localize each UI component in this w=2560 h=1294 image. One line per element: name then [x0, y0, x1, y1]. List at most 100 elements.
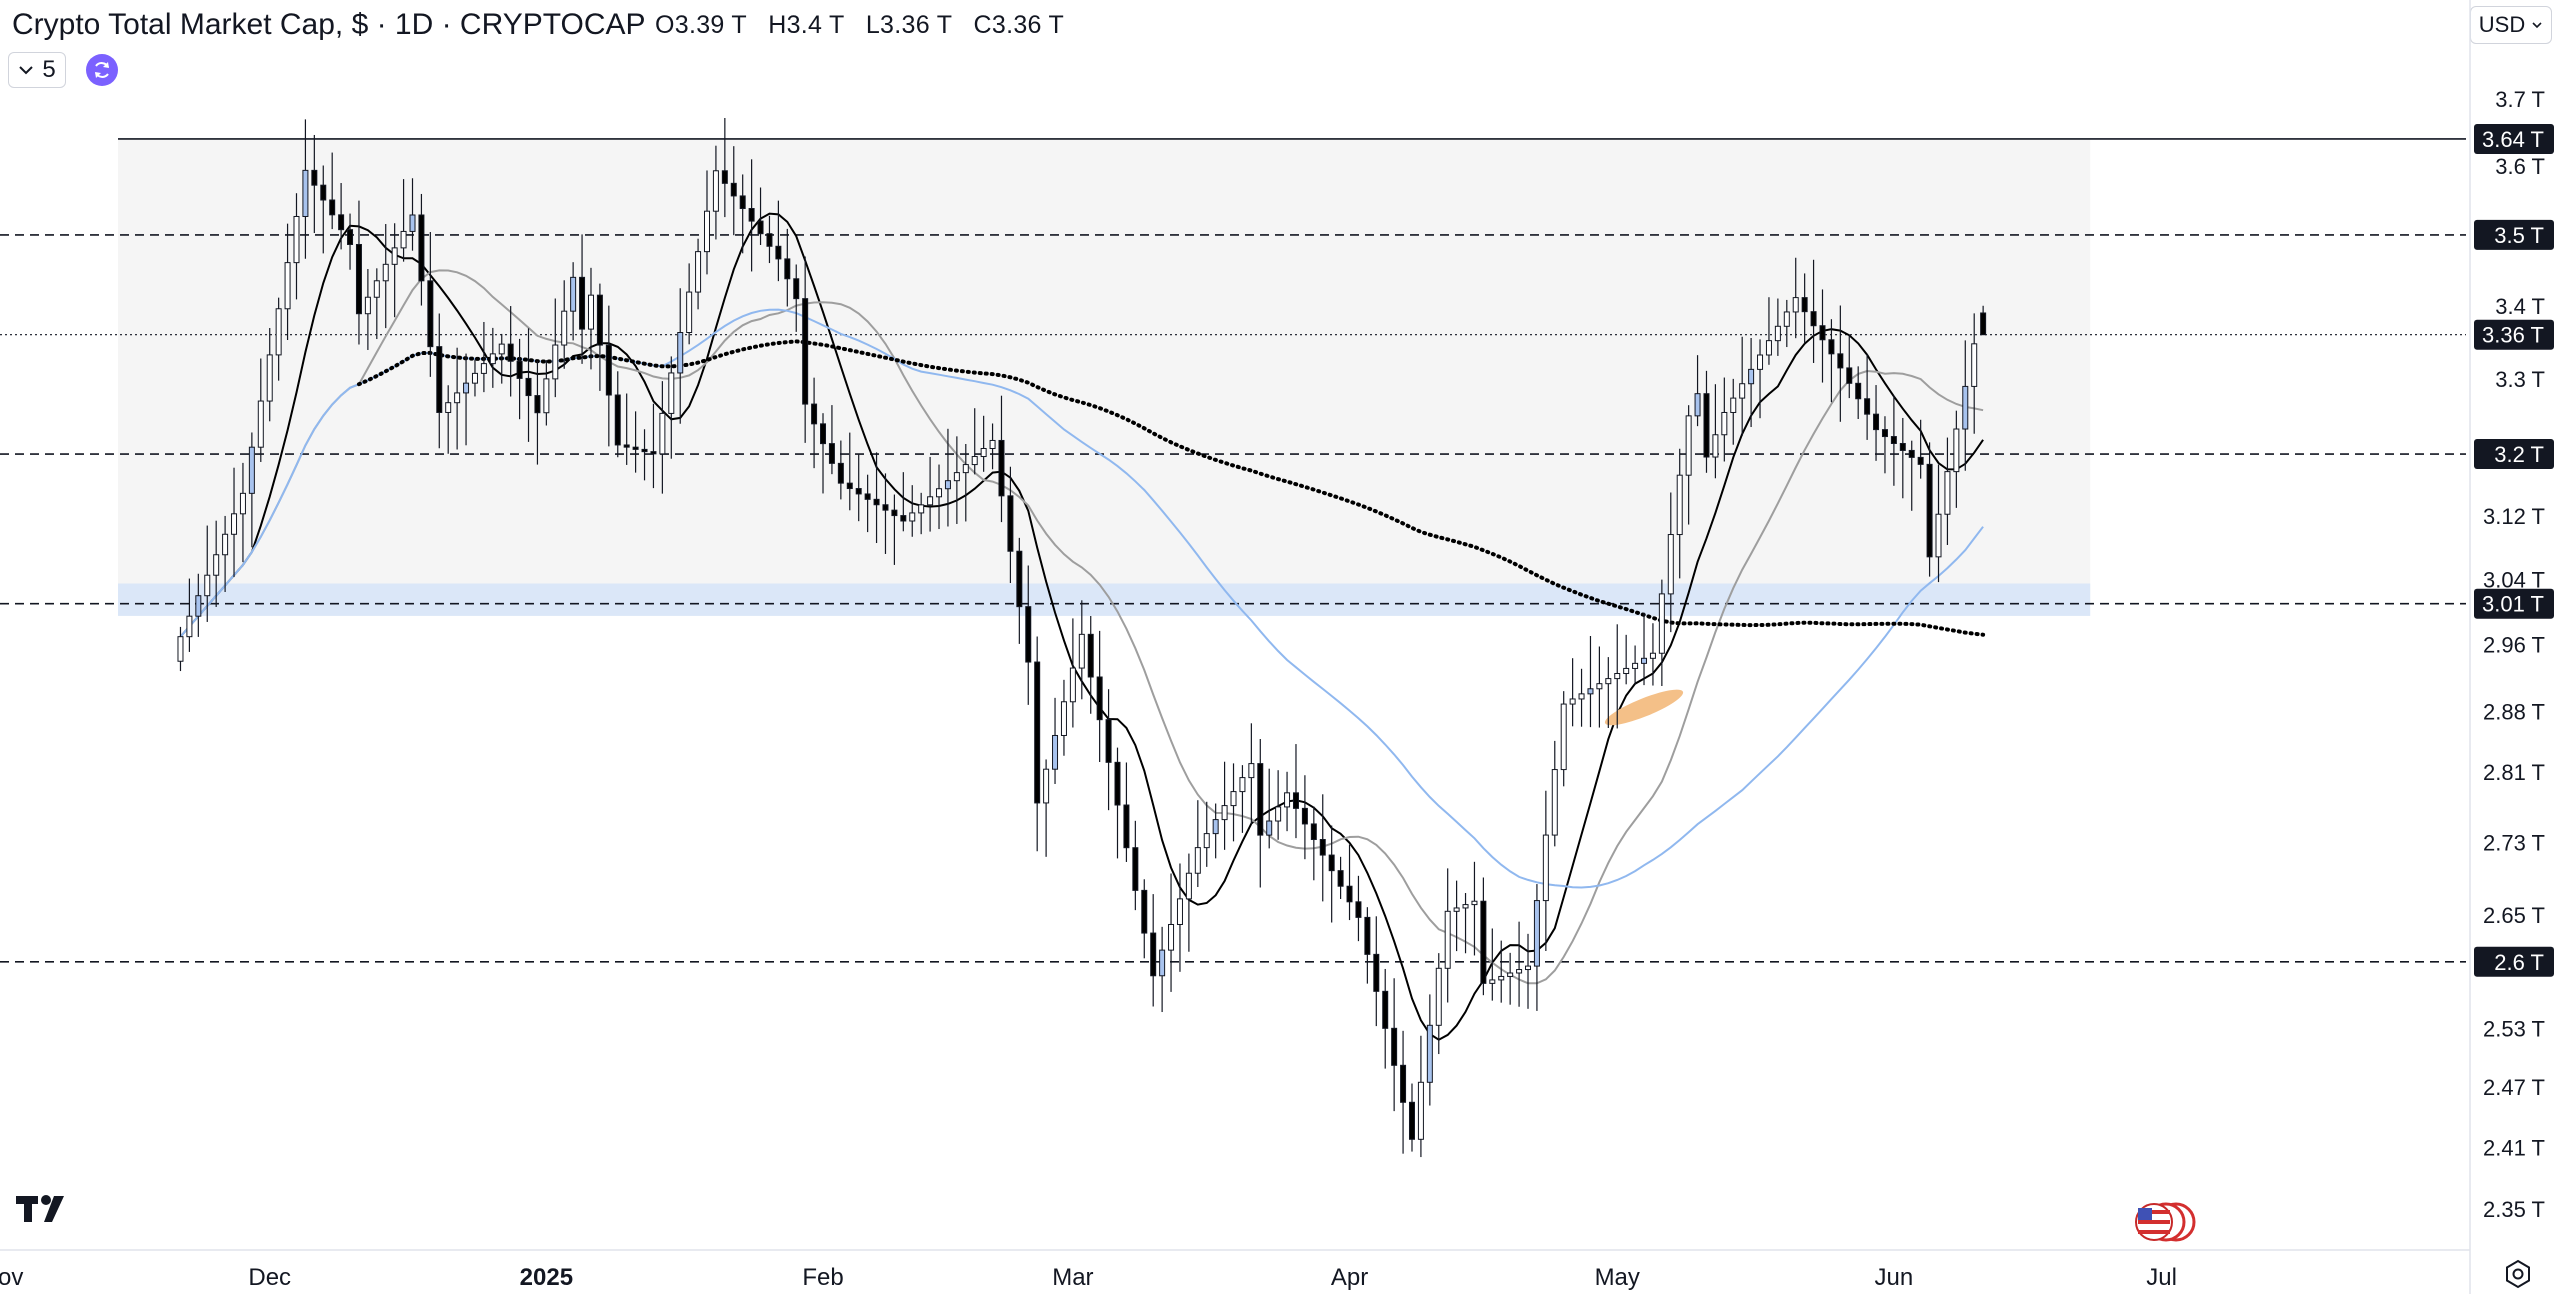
candle-body — [1328, 854, 1335, 872]
candle-body — [784, 258, 791, 280]
candle-body — [1837, 353, 1844, 369]
candle-body — [820, 423, 827, 445]
candle-body — [382, 263, 389, 282]
candle-body — [1123, 804, 1130, 849]
candle-body — [953, 472, 960, 482]
candle-body — [1417, 1081, 1424, 1140]
candle-body — [873, 498, 880, 506]
candle-body — [936, 488, 943, 498]
candle-body — [695, 251, 702, 293]
candle-body — [338, 214, 345, 231]
candle-body — [1194, 847, 1201, 874]
ohlc-high: H3.4 T — [768, 11, 845, 39]
candle-body — [1257, 763, 1264, 836]
candle-body — [1284, 792, 1291, 808]
candle-body — [320, 184, 327, 201]
candle-body — [1801, 297, 1808, 313]
candle-body — [427, 280, 434, 348]
candle-body — [1953, 428, 1960, 473]
candle-body — [436, 346, 443, 413]
refresh-icon[interactable] — [86, 54, 118, 86]
candle-body — [1355, 901, 1362, 918]
candle-body — [1596, 683, 1603, 690]
candle-body — [552, 344, 559, 380]
candle-body — [1533, 900, 1540, 967]
candle-body — [1373, 953, 1380, 992]
candle-body — [1757, 354, 1764, 370]
candle-body — [1248, 763, 1255, 779]
candle-body — [570, 276, 577, 312]
candle-body — [534, 395, 541, 414]
candle-body — [1275, 806, 1282, 822]
highlight-mark — [1604, 689, 1684, 726]
candle-body — [561, 310, 568, 346]
settings-icon[interactable] — [2502, 1258, 2534, 1290]
candle-body — [266, 354, 273, 402]
candle-body — [1212, 819, 1219, 835]
price-tick-label: 3.3 T — [2495, 367, 2545, 392]
candle-body — [650, 451, 657, 455]
candle-body — [927, 496, 934, 506]
candle-body — [1266, 820, 1273, 836]
candle-body — [1721, 411, 1728, 436]
candle-body — [409, 214, 416, 232]
candle-body — [257, 400, 264, 448]
candle-body — [1453, 907, 1460, 912]
candle-body — [1337, 870, 1344, 887]
candle-body — [204, 574, 211, 597]
candle-body — [721, 170, 728, 184]
candle-body — [587, 294, 594, 330]
currency-select[interactable]: USD — [2470, 6, 2552, 44]
chart-header: Crypto Total Market Cap, $ · 1D · CRYPTO… — [0, 0, 2460, 52]
candle-body — [507, 343, 514, 362]
candle-body — [989, 439, 996, 449]
ohlc-readout: O3.39 T H3.4 T L3.36 T C3.36 T — [655, 11, 1078, 40]
candle-body — [1605, 678, 1612, 685]
indicators-toggle-button[interactable]: 5 — [8, 52, 66, 88]
candle-body — [828, 443, 835, 464]
candle-body — [480, 363, 487, 374]
candle-body — [730, 182, 737, 197]
price-tag-label: 3.36 T — [2482, 323, 2544, 348]
symbol-title[interactable]: Crypto Total Market Cap, $ · 1D · CRYPTO… — [12, 8, 646, 41]
candle-body — [1819, 325, 1826, 341]
price-tick-label: 3.7 T — [2495, 87, 2545, 112]
candle-body — [748, 208, 755, 222]
price-tag — [2474, 946, 2554, 977]
price-tag-label: 3.64 T — [2482, 127, 2544, 152]
candle-body — [1587, 688, 1594, 695]
candle-body — [1346, 885, 1353, 903]
candle-body — [1614, 673, 1621, 680]
candle-body — [686, 291, 693, 334]
indicator-count: 5 — [42, 56, 56, 83]
candle-body — [311, 169, 318, 186]
candle-body — [1783, 311, 1790, 327]
ohlc-close: C3.36 T — [973, 11, 1065, 39]
candle-body — [525, 377, 532, 397]
price-axis[interactable]: 3.7 T 3.6 T 3.4 T 3.3 T 3.12 T 3.04 T 2.96 T 2.… — [2469, 0, 2545, 1294]
time-tick-label: Apr — [1331, 1264, 1368, 1291]
candle-body — [195, 595, 202, 617]
candle-body — [837, 462, 844, 484]
moving-average-line — [179, 269, 1984, 985]
candle-body — [1632, 662, 1639, 669]
candle-body — [1319, 839, 1326, 856]
candle-body — [293, 215, 300, 264]
candle-body — [864, 493, 871, 500]
candle-body — [1462, 904, 1469, 909]
candle-body — [1873, 413, 1880, 431]
candle-body — [1944, 471, 1951, 515]
candle-body — [1881, 429, 1888, 438]
candle-body — [1016, 550, 1023, 608]
time-axis[interactable]: Nov Dec 2025 Feb Mar Apr May Jun Jul — [0, 1249, 2470, 1291]
candle-body — [614, 394, 621, 446]
price-tag-label: 3.2 T — [2494, 442, 2544, 467]
candle-body — [1078, 633, 1085, 669]
candle-body — [1792, 297, 1799, 313]
candle-body — [605, 344, 612, 396]
time-tick-label: Dec — [248, 1264, 291, 1291]
candle-body — [659, 412, 666, 455]
candle-body — [1542, 834, 1549, 902]
price-tag — [2474, 319, 2554, 350]
